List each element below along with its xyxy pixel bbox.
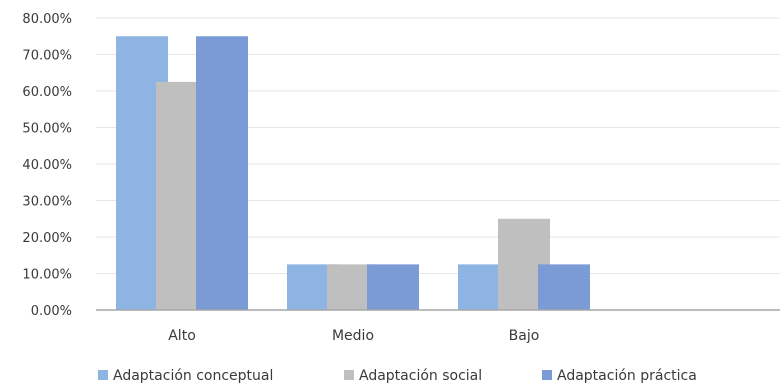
- x-tick-label: Bajo: [509, 328, 540, 344]
- y-tick-label: 10.00%: [22, 268, 72, 283]
- x-tick-label: Alto: [168, 328, 196, 344]
- x-tick-label: Medio: [332, 328, 374, 344]
- bar-medio-series-2: [367, 264, 419, 310]
- legend: Adaptación conceptual Adaptación social Ad…: [98, 368, 697, 384]
- bar-alto-series-2: [196, 36, 248, 310]
- y-tick-label: 60.00%: [22, 85, 72, 100]
- y-tick-label: 50.00%: [22, 122, 72, 137]
- bar-bajo-series-2: [538, 264, 590, 310]
- legend-swatch: [98, 370, 108, 380]
- y-tick-label: 20.00%: [22, 231, 72, 246]
- y-tick-label: 40.00%: [22, 158, 72, 173]
- legend-item: Adaptación social: [344, 368, 482, 384]
- y-tick-label: 80.00%: [22, 12, 72, 27]
- legend-label: Adaptación conceptual: [113, 368, 273, 384]
- legend-label: Adaptación social: [359, 368, 482, 384]
- legend-swatch: [344, 370, 354, 380]
- y-tick-label: 0.00%: [31, 304, 72, 319]
- y-tick-label: 70.00%: [22, 49, 72, 64]
- legend-item: Adaptación conceptual: [98, 368, 273, 384]
- legend-item: Adaptación práctica: [542, 368, 697, 384]
- bars: [116, 36, 590, 310]
- legend-label: Adaptación práctica: [557, 368, 697, 384]
- x-axis: Alto Medio Bajo: [168, 328, 539, 344]
- legend-swatch: [542, 370, 552, 380]
- y-tick-label: 30.00%: [22, 195, 72, 210]
- y-axis: 0.00% 10.00% 20.00% 30.00% 40.00% 50.00% 60.00…: [22, 12, 72, 319]
